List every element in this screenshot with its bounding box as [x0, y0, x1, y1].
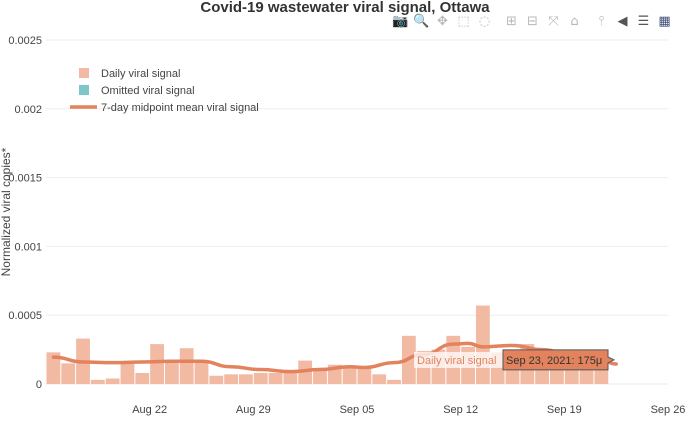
bar-daily-viral-signal[interactable] — [224, 374, 239, 384]
y-tick-label: 0.002 — [14, 104, 42, 116]
legend-label: Daily viral signal — [101, 68, 180, 80]
zoom-in-icon[interactable]: ⊞ — [506, 13, 517, 29]
chart-title: Covid-19 wastewater viral signal, Ottawa — [200, 0, 490, 16]
bar-daily-viral-signal[interactable] — [253, 372, 268, 384]
y-tick-label: 0.0015 — [8, 173, 42, 185]
legend-item[interactable]: 7-day midpoint mean viral signal — [70, 102, 259, 114]
y-axis-label: Normalized viral copies* — [0, 147, 13, 276]
x-tick-label: Aug 22 — [132, 404, 167, 416]
bar-daily-viral-signal[interactable] — [61, 363, 76, 384]
bar-daily-viral-signal[interactable] — [313, 368, 327, 384]
reset-axes-icon[interactable]: ⌂ — [570, 13, 579, 29]
x-axis: Aug 22 Aug 29 Sep 05 Sep 12 Sep 19 Sep 26 — [132, 404, 685, 416]
bar-daily-viral-signal[interactable] — [105, 378, 120, 384]
x-tick-label: Sep 12 — [443, 404, 478, 416]
hover-compare-icon[interactable]: ☰ — [637, 13, 650, 29]
camera-icon[interactable]: 📷 — [392, 13, 409, 29]
bar-daily-viral-signal[interactable] — [283, 371, 298, 384]
legend-label: 7-day midpoint mean viral signal — [101, 102, 259, 114]
tooltip-label-bg — [414, 351, 504, 368]
bar-daily-viral-signal[interactable] — [357, 367, 372, 384]
zoom-out-icon[interactable]: ⊟ — [527, 13, 538, 29]
bar-daily-viral-signal[interactable] — [46, 352, 61, 384]
line-7-day-mean[interactable] — [51, 341, 618, 374]
legend-swatch — [79, 85, 89, 95]
box-select-icon[interactable]: ⬚ — [457, 13, 470, 29]
y-tick-label: 0.0025 — [8, 35, 42, 47]
lasso-select-icon[interactable]: ◌ — [478, 13, 491, 29]
y-tick-label: 0.0005 — [8, 310, 42, 322]
bar-daily-viral-signal[interactable] — [179, 348, 194, 384]
x-tick-label: Sep 05 — [340, 404, 375, 416]
bar-daily-viral-signal[interactable] — [90, 379, 105, 384]
y-tick-label: 0.001 — [14, 241, 42, 253]
x-tick-label: Sep 19 — [547, 404, 582, 416]
tooltip-series-label: Daily viral signal — [417, 355, 496, 367]
y-axis: 0 0.0005 0.001 0.0015 0.002 0.0025 — [8, 35, 42, 391]
bar-daily-viral-signal[interactable] — [150, 344, 164, 384]
legend[interactable]: Daily viral signal Omitted viral signal 7-… — [70, 68, 259, 114]
bar-daily-viral-signal[interactable] — [135, 372, 150, 384]
x-tick-label: Aug 29 — [236, 404, 271, 416]
spike-lines-icon[interactable]: ⫯ — [598, 13, 605, 29]
bar-daily-viral-signal[interactable] — [209, 375, 224, 384]
zoom-icon[interactable]: 🔍 — [413, 13, 430, 29]
legend-label: Omitted viral signal — [101, 85, 195, 97]
line-series — [51, 341, 618, 374]
legend-item[interactable]: Daily viral signal — [79, 68, 180, 80]
grid-lines — [46, 39, 668, 385]
hover-closest-icon[interactable]: ◀ — [617, 13, 628, 29]
pan-icon[interactable]: ✥ — [437, 13, 448, 29]
plotly-logo-icon[interactable]: ▦ — [658, 13, 671, 29]
bar-daily-viral-signal[interactable] — [342, 366, 357, 384]
bar-daily-viral-signal[interactable] — [387, 379, 401, 384]
bar-daily-viral-signal[interactable] — [194, 361, 209, 384]
modebar: 📷 🔍 ✥ ⬚ ◌ ⊞ ⊟ ⤧ ⌂ ⫯ ◀ ☰ ▦ — [392, 10, 673, 32]
bar-daily-viral-signal[interactable] — [239, 374, 253, 384]
bar-daily-viral-signal[interactable] — [120, 361, 135, 384]
x-tick-label: Sep 26 — [651, 404, 686, 416]
legend-swatch — [79, 68, 89, 78]
hover-tooltip: Daily viral signal Sep 23, 2021: 175μ — [414, 349, 616, 371]
bar-daily-viral-signal[interactable] — [164, 360, 179, 384]
tooltip-text: Sep 23, 2021: 175μ — [506, 355, 602, 367]
tooltip-box — [502, 349, 616, 371]
autoscale-icon[interactable]: ⤧ — [548, 13, 559, 29]
bar-daily-viral-signal[interactable] — [268, 372, 283, 384]
legend-item[interactable]: Omitted viral signal — [79, 85, 195, 97]
bar-daily-viral-signal[interactable] — [372, 374, 387, 384]
y-tick-label: 0 — [36, 379, 42, 391]
